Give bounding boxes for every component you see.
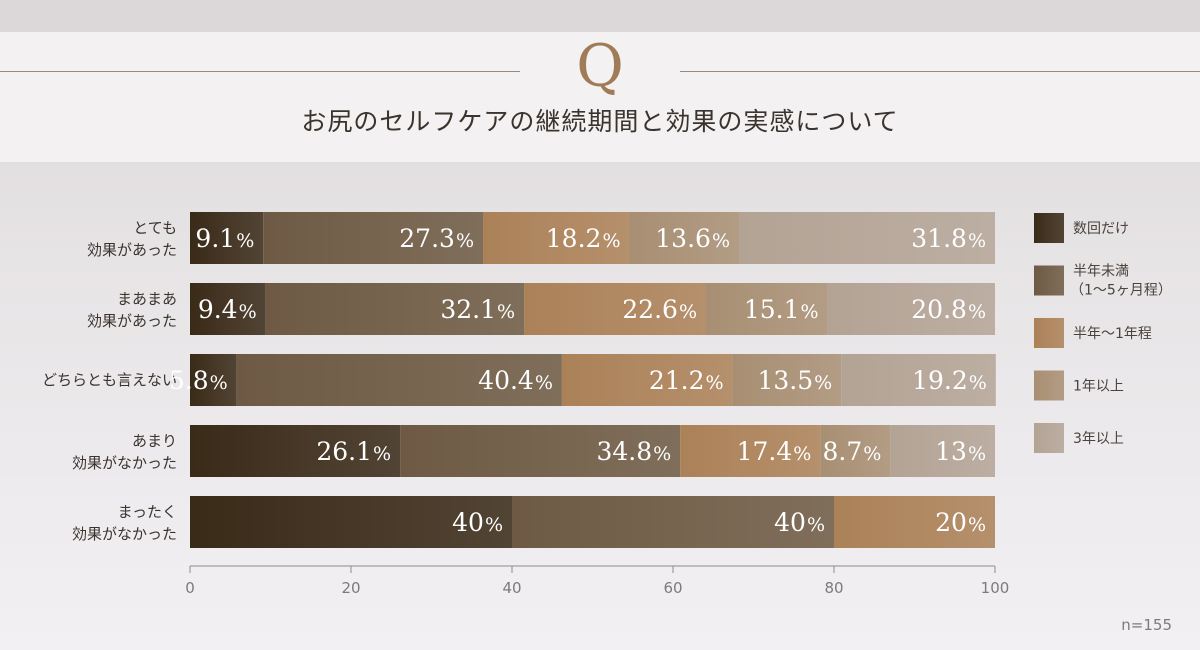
bar-segment — [263, 212, 484, 264]
bar-segment — [483, 212, 630, 264]
legend-swatch — [1034, 318, 1064, 348]
bar-segment — [820, 425, 891, 477]
bar-segment — [190, 354, 237, 406]
legend-swatch — [1034, 370, 1064, 401]
bar-segment — [190, 425, 401, 477]
bar-segment — [561, 354, 733, 406]
header-rule-left — [0, 71, 520, 72]
x-tick-label: 0 — [185, 579, 195, 597]
x-tick-label: 60 — [663, 579, 682, 597]
question-header: Q お尻のセルフケアの継続期間と効果の実感について — [0, 32, 1200, 162]
bar-segment — [834, 496, 995, 548]
data-label: 19.2% — [912, 366, 987, 395]
legend-label: 3年以上 — [1073, 431, 1124, 447]
legend-swatch — [1034, 213, 1064, 243]
data-label: 13% — [935, 437, 986, 466]
bar-segment — [236, 354, 562, 406]
x-tick-label: 40 — [502, 579, 521, 597]
category-label: まったく効果がなかった — [72, 503, 177, 543]
x-tick-label: 20 — [341, 579, 360, 597]
data-label: 31.8% — [911, 224, 986, 253]
legend-label: 数回だけ — [1073, 221, 1129, 237]
category-label: とても効果があった — [87, 219, 177, 259]
chart-title: お尻のセルフケアの継続期間と効果の実感について — [301, 107, 899, 136]
bar-segment — [190, 496, 512, 548]
legend-label: 1年以上 — [1073, 379, 1124, 395]
q-mark: Q — [576, 32, 624, 100]
legend-label: 半年未満（1～5ヶ月程） — [1070, 264, 1172, 299]
bar-segment — [732, 354, 842, 406]
legend-label: 半年～1年程 — [1073, 326, 1152, 342]
bar-segment — [524, 283, 707, 335]
header-rule-right — [680, 71, 1200, 72]
category-label: どちらとも言えない — [42, 371, 177, 389]
legend-swatch — [1034, 265, 1064, 296]
top-band — [0, 0, 1200, 32]
legend-swatch — [1034, 423, 1064, 453]
bar-segment — [629, 212, 740, 264]
bar-segment — [400, 425, 681, 477]
bar-segment — [265, 283, 525, 335]
bar-segment — [190, 283, 266, 335]
bar-segment — [739, 212, 995, 264]
category-label: あまり効果がなかった — [72, 432, 177, 472]
bar-segment — [190, 212, 264, 264]
category-label: まあまあ効果があった — [87, 290, 177, 330]
x-tick-label: 80 — [824, 579, 843, 597]
bar-segment — [841, 354, 996, 406]
bar-segment — [512, 496, 834, 548]
sample-size: n=155 — [1121, 616, 1172, 634]
bar-segment — [827, 283, 995, 335]
data-label: 21.2% — [649, 366, 724, 395]
bar-segment — [680, 425, 821, 477]
bar-segment — [706, 283, 828, 335]
bar-segment — [890, 425, 995, 477]
x-tick-label: 100 — [981, 579, 1010, 597]
